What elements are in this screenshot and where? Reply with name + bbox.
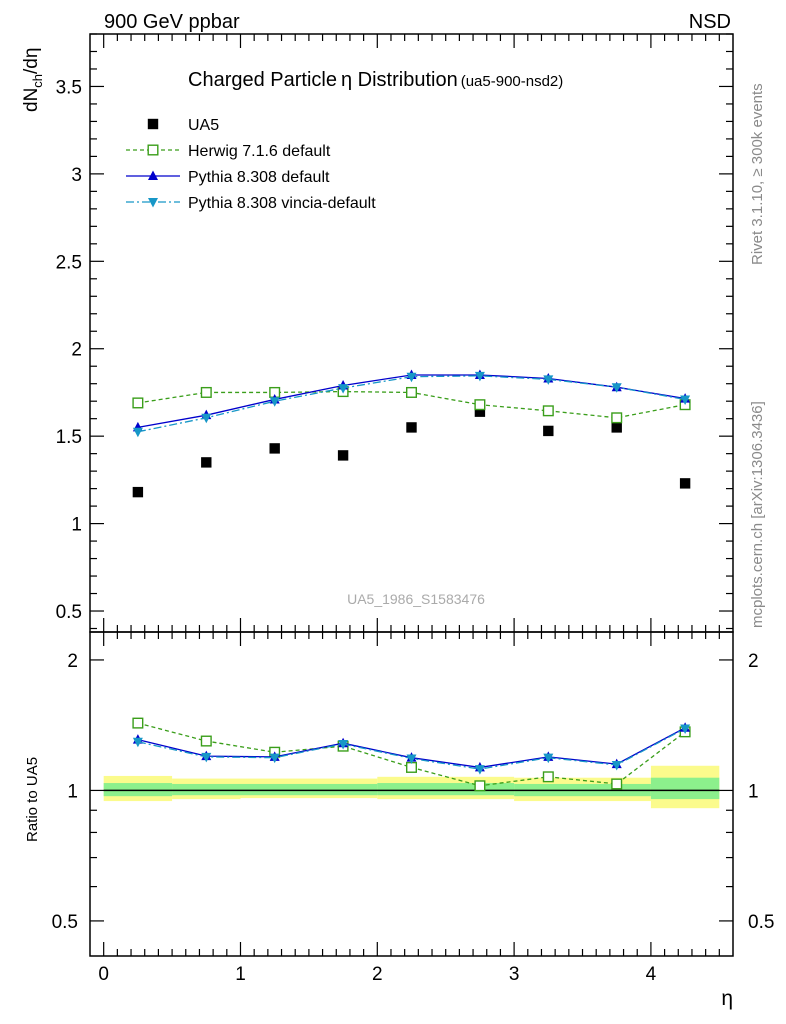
point-s3-7 bbox=[611, 383, 622, 393]
point-s3-1 bbox=[201, 413, 212, 424]
legend-label-2: Pythia 8.308 default bbox=[188, 169, 330, 186]
point-s1-4 bbox=[406, 386, 418, 398]
ratio-point-s1-4 bbox=[406, 761, 418, 773]
ratio-point-s3-3 bbox=[338, 739, 349, 750]
legend-marker-2 bbox=[148, 170, 158, 180]
y-axis-label-main: dNch/dη bbox=[21, 48, 45, 112]
legend-marker-3 bbox=[148, 198, 158, 208]
y-tick-label-ratio-left: 2 bbox=[67, 651, 78, 672]
ratio-frame bbox=[89, 631, 734, 957]
legend-marker-0 bbox=[147, 118, 159, 130]
header-right: NSD bbox=[689, 11, 731, 33]
y-tick-label-main: 3.5 bbox=[56, 77, 82, 98]
y-axis-label-ratio: Ratio to UA5 bbox=[24, 757, 41, 842]
series-line-2 bbox=[137, 374, 686, 429]
ratio-point-s3-0 bbox=[132, 737, 143, 748]
header-left: 900 GeV ppbar bbox=[104, 11, 240, 33]
x-tick-label: 1 bbox=[235, 964, 246, 985]
side-label-rivet: Rivet 3.1.10, ≥ 300k events bbox=[749, 83, 766, 265]
chart-title: Charged Particle η Distribution (ua5-900-n… bbox=[188, 69, 563, 91]
point-s3-5 bbox=[474, 371, 485, 382]
legend-marker-1 bbox=[147, 144, 159, 156]
point-s3-8 bbox=[680, 395, 691, 405]
ratio-point-s3-8 bbox=[680, 724, 691, 734]
y-tick-label-main: 0.5 bbox=[56, 602, 82, 623]
y-tick-label-ratio-left: 1 bbox=[67, 781, 78, 802]
ratio-band-inner-3 bbox=[377, 783, 515, 796]
point-s1-0 bbox=[132, 397, 144, 409]
side-label-mcplots: mcplots.cern.ch [arXiv:1306.3436] bbox=[749, 401, 766, 628]
ratio-point-s3-4 bbox=[406, 754, 417, 764]
legend-label-1: Herwig 7.1.6 default bbox=[188, 143, 331, 160]
point-s3-0 bbox=[132, 427, 143, 438]
y-tick-label-ratio-right: 1 bbox=[748, 781, 759, 802]
point-s0-7 bbox=[611, 422, 622, 433]
point-s1-6 bbox=[542, 405, 554, 417]
ratio-point-s3-6 bbox=[543, 753, 554, 764]
point-s0-8 bbox=[679, 478, 691, 489]
y-tick-label-ratio-left: 0.5 bbox=[52, 912, 78, 933]
x-tick-label: 4 bbox=[646, 964, 657, 985]
ratio-point-s3-2 bbox=[269, 753, 280, 764]
x-axis-label: η bbox=[721, 987, 733, 1010]
point-s0-5 bbox=[474, 406, 486, 417]
y-tick-label-main: 2.5 bbox=[56, 252, 82, 273]
y-tick-label-main: 1 bbox=[71, 515, 82, 536]
y-tick-label-ratio-right: 2 bbox=[748, 651, 759, 672]
ratio-point-s1-5 bbox=[474, 780, 486, 792]
x-tick-label: 2 bbox=[372, 964, 383, 985]
point-s3-2 bbox=[269, 397, 280, 407]
axis-ticks bbox=[90, 33, 733, 956]
ratio-point-s3-7 bbox=[611, 760, 622, 771]
point-s0-3 bbox=[337, 450, 349, 461]
axis-tick-labels: 0 1 2 3 4 0.5 1 1.5 2 2.5 3 3.5 0.5 0.5 1 1 2 2 bbox=[52, 77, 775, 985]
watermark: UA5_1986_S1583476 bbox=[347, 591, 485, 607]
ratio-point-s1-0 bbox=[132, 717, 144, 729]
x-tick-label: 3 bbox=[509, 964, 520, 985]
point-s1-7 bbox=[611, 412, 623, 424]
y-tick-label-ratio-right: 0.5 bbox=[748, 912, 774, 933]
y-tick-label-main: 3 bbox=[71, 165, 82, 186]
ratio-point-s1-1 bbox=[200, 735, 212, 747]
ratio-point-s1-6 bbox=[542, 771, 554, 783]
point-s0-2 bbox=[269, 443, 280, 454]
point-s0-0 bbox=[132, 486, 144, 498]
point-s0-4 bbox=[406, 422, 417, 433]
y-tick-label-main: 2 bbox=[71, 340, 82, 361]
x-tick-label: 0 bbox=[98, 964, 109, 985]
ratio-point-s3-5 bbox=[474, 765, 485, 775]
point-s0-1 bbox=[201, 457, 212, 468]
point-s1-5 bbox=[474, 399, 486, 411]
point-s0-6 bbox=[543, 425, 554, 437]
point-s3-4 bbox=[406, 372, 417, 383]
ratio-point-s1-7 bbox=[611, 778, 623, 790]
point-s1-1 bbox=[200, 386, 212, 398]
ratio-band-inner-0 bbox=[103, 783, 173, 797]
y-tick-label-main: 1.5 bbox=[56, 427, 82, 448]
ratio-band-inner-5 bbox=[650, 777, 720, 800]
ratio-point-s3-1 bbox=[201, 752, 212, 763]
ratio-band-inner-2 bbox=[240, 783, 378, 796]
legend-label-0: UA5 bbox=[188, 117, 219, 134]
main-series bbox=[132, 369, 691, 498]
point-s3-3 bbox=[338, 384, 349, 394]
main-frame bbox=[89, 33, 734, 633]
ratio-series bbox=[132, 717, 691, 792]
ratio-band-inner-1 bbox=[172, 783, 241, 796]
legend: UA5 Herwig 7.1.6 default Pythia 8.308 defa… bbox=[126, 117, 376, 212]
point-s3-6 bbox=[543, 375, 554, 385]
legend-label-3: Pythia 8.308 vincia-default bbox=[188, 195, 376, 212]
